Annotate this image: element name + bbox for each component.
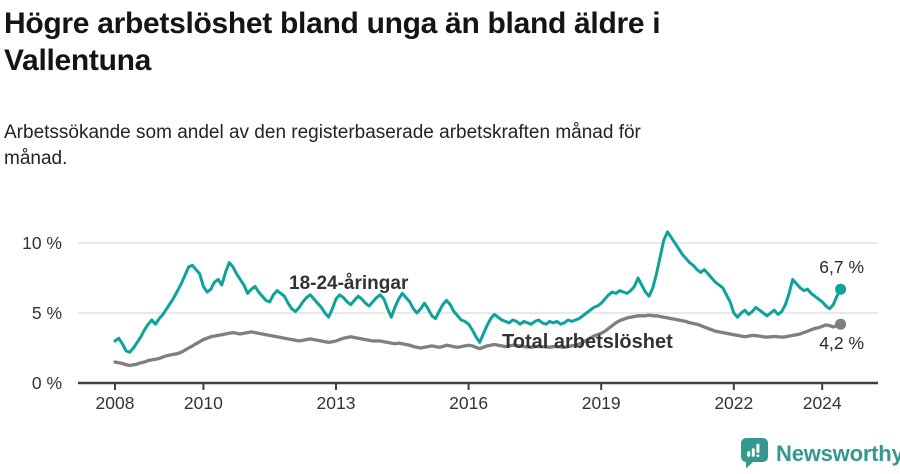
x-tick-label: 2024 xyxy=(803,393,842,413)
y-axis-labels: 0 % 5 % 10 % xyxy=(22,233,62,393)
logo-exclamation-dot xyxy=(756,454,760,457)
footer-branding: Newsworthy xyxy=(741,438,900,469)
end-value-label-18-24: 6,7 % xyxy=(819,257,864,277)
page-title: Högre arbetslöshet bland unga än bland ä… xyxy=(4,5,884,79)
page-title-line-2: Vallentuna xyxy=(4,44,152,77)
x-axis: 2008 2010 2013 2016 2019 2022 2024 xyxy=(96,383,842,413)
chart-subtitle: Arbetssökande som andel av den registerb… xyxy=(4,120,884,172)
x-tick-label: 2013 xyxy=(317,393,356,413)
logo-bar-2 xyxy=(751,448,755,457)
x-tick-label: 2008 xyxy=(96,393,135,413)
logo-bar-1 xyxy=(747,451,751,457)
chart-subtitle-line-2: månad. xyxy=(4,148,68,169)
chart-subtitle-line-1: Arbetssökande som andel av den registerb… xyxy=(4,122,641,143)
y-tick-label: 5 % xyxy=(32,303,62,323)
y-tick-label: 0 % xyxy=(32,373,62,393)
x-tick-label: 2019 xyxy=(582,393,621,413)
series-line-18-24-aringar xyxy=(113,230,843,354)
newsworthy-logo-icon xyxy=(741,438,768,469)
x-tick-label: 2016 xyxy=(449,393,488,413)
logo-exclamation-stem xyxy=(756,443,760,453)
x-tick-label: 2010 xyxy=(184,393,223,413)
gridlines xyxy=(78,242,878,385)
x-tick-label: 2022 xyxy=(714,393,753,413)
brand-name: Newsworthy xyxy=(776,440,900,466)
series-end-dot-18-24 xyxy=(835,283,847,295)
end-value-label-total: 4,2 % xyxy=(819,333,864,353)
series-label-18-24-aringar: 18-24-åringar xyxy=(289,273,409,294)
series-end-dot-total xyxy=(835,318,847,330)
y-tick-label: 10 % xyxy=(22,233,62,253)
series-line-total-arbetsloshet xyxy=(113,313,843,368)
series-label-total-arbetsloshet: Total arbetslöshet xyxy=(502,331,673,353)
page-title-line-1: Högre arbetslöshet bland unga än bland ä… xyxy=(4,7,661,40)
